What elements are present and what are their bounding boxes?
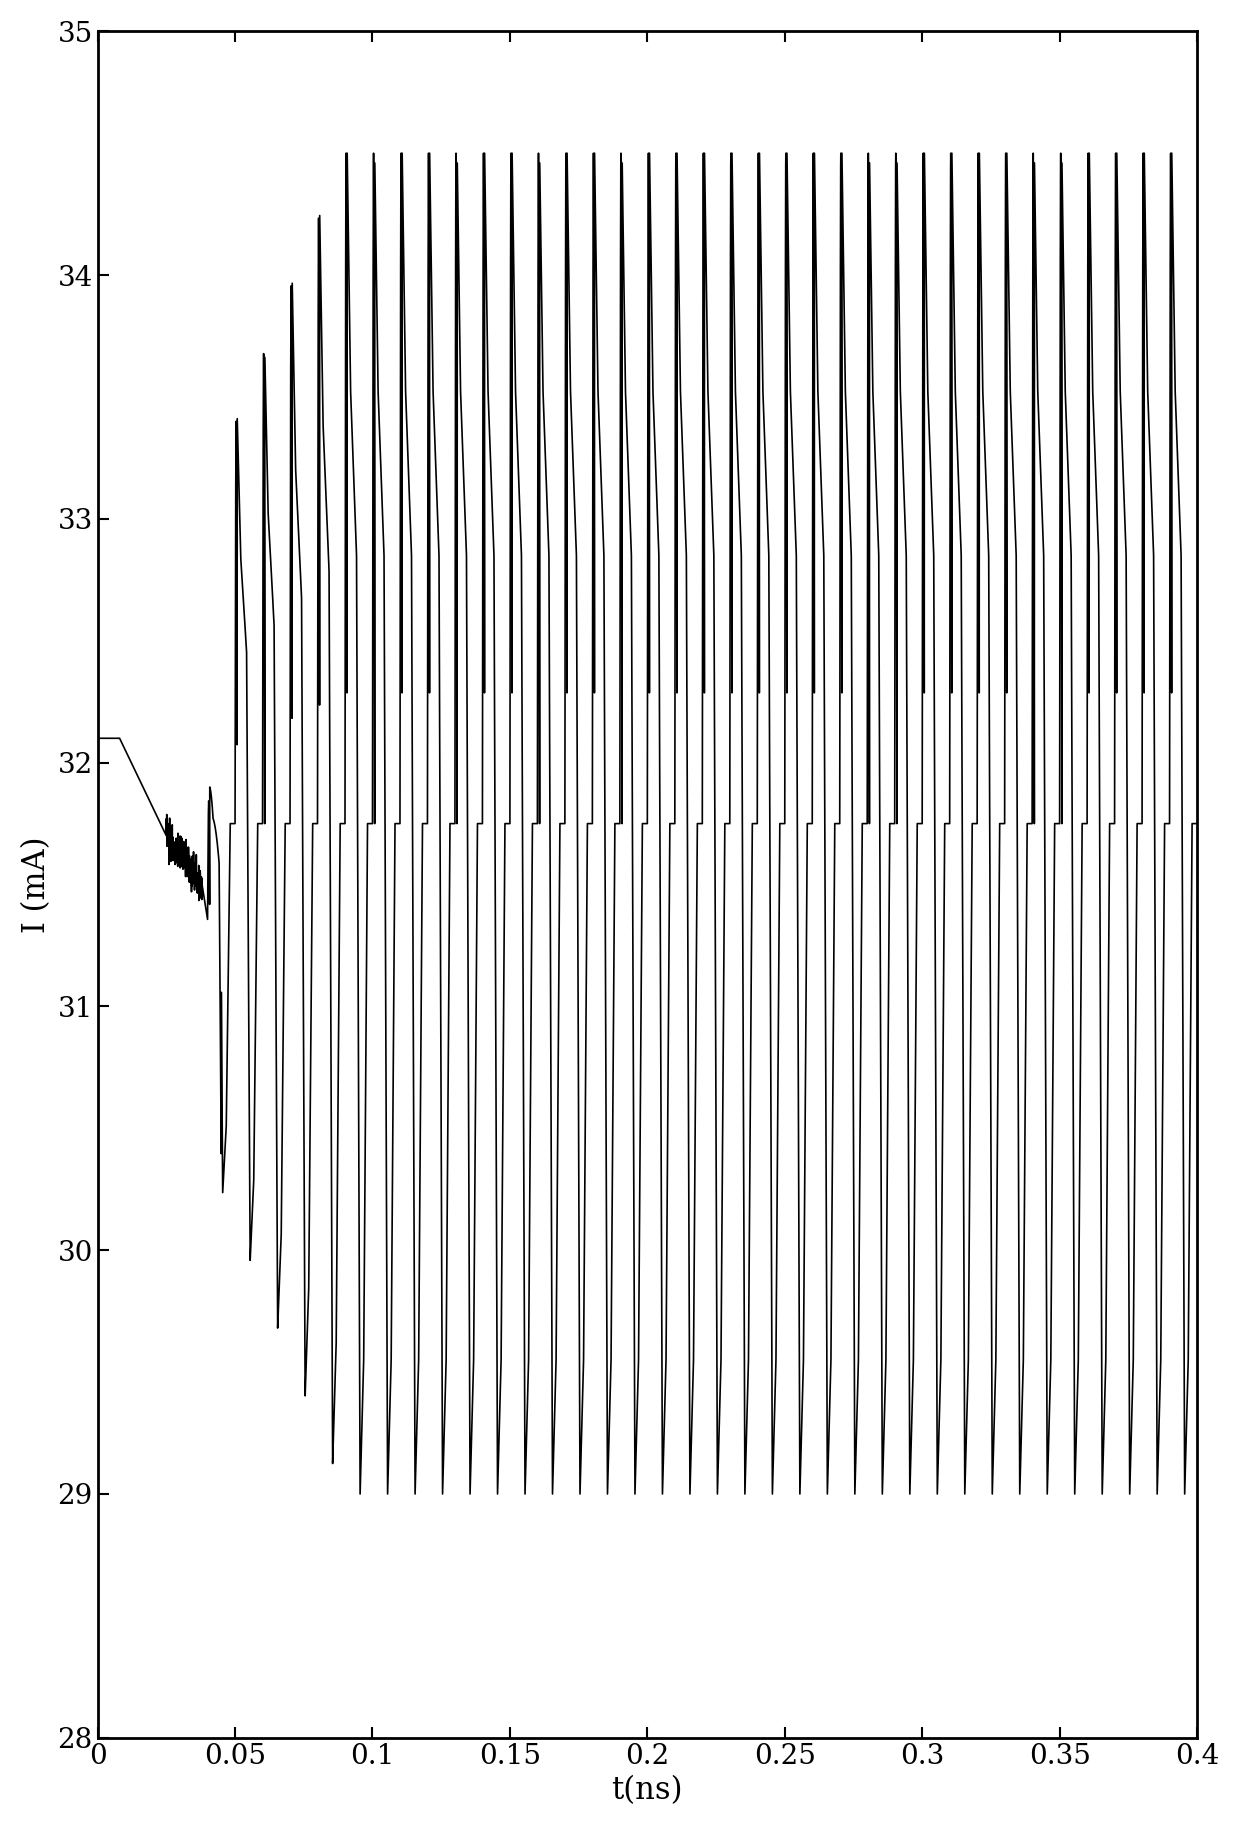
X-axis label: t(ns): t(ns): [611, 1776, 683, 1807]
Y-axis label: I (mA): I (mA): [21, 837, 52, 934]
